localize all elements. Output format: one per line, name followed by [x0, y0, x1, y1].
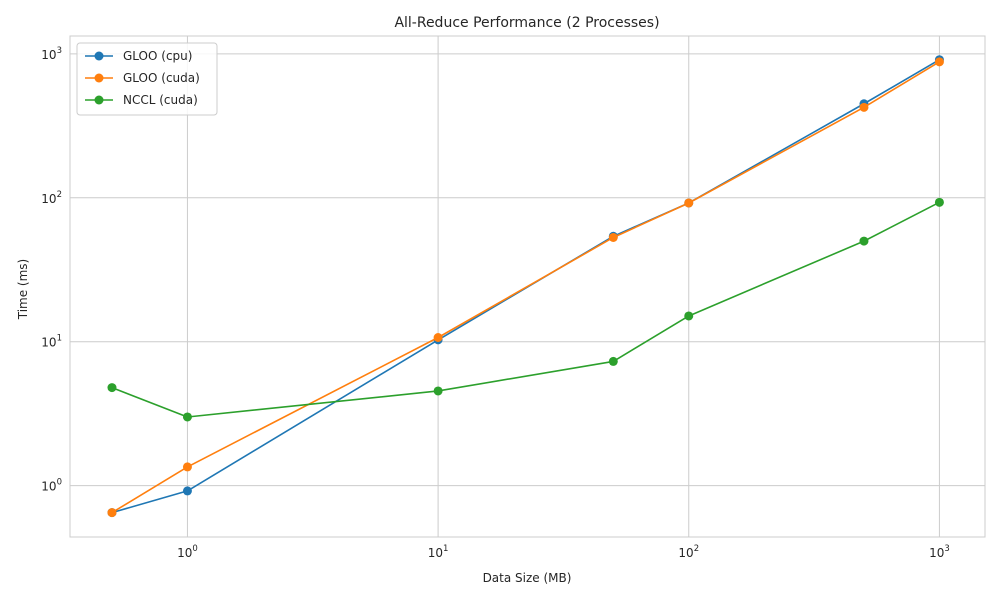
y-tick-label: 100 [41, 478, 62, 494]
series-line-gloo-cuda [111, 61, 940, 514]
data-point-nccl-cuda [684, 311, 694, 321]
series-line-nccl-cuda [111, 201, 940, 418]
legend-swatch-marker [94, 73, 104, 83]
y-tick-label: 103 [41, 46, 62, 62]
data-point-nccl-cuda [859, 236, 869, 246]
data-point-nccl-cuda [608, 356, 618, 366]
data-point-nccl-cuda [107, 383, 117, 393]
legend-label: GLOO (cpu) [123, 49, 192, 63]
x-tick-labels: 100 101 102 103 [177, 544, 950, 560]
data-point-nccl-cuda [934, 197, 944, 207]
series-gloo-cpu [107, 55, 944, 518]
legend-swatch-marker [94, 95, 104, 105]
chart-title: All-Reduce Performance (2 Processes) [394, 15, 659, 31]
x-tick-label: 103 [929, 544, 950, 560]
legend: GLOO (cpu) GLOO (cuda) NCCL (cuda) [76, 42, 218, 116]
y-tick-label: 102 [41, 190, 62, 206]
series-nccl-cuda [107, 197, 944, 422]
legend-swatch-marker [94, 51, 104, 61]
grid [70, 36, 985, 537]
data-point-gloo-cuda [433, 332, 443, 342]
data-point-gloo-cpu [182, 486, 192, 496]
series-layer [107, 55, 944, 518]
legend-item: GLOO (cpu) [85, 49, 192, 63]
y-tick-labels: 100 101 102 103 [41, 46, 62, 494]
series-line-gloo-cpu [111, 59, 940, 514]
data-point-gloo-cuda [859, 102, 869, 112]
legend-item: NCCL (cuda) [85, 93, 198, 107]
x-tick-label: 100 [177, 544, 198, 560]
x-tick-label: 101 [428, 544, 449, 560]
y-tick-label: 101 [41, 334, 62, 350]
data-point-nccl-cuda [433, 386, 443, 396]
legend-label: GLOO (cuda) [123, 71, 200, 85]
series-gloo-cuda [107, 57, 944, 518]
legend-box [76, 42, 218, 116]
data-point-gloo-cuda [182, 462, 192, 472]
data-point-gloo-cuda [107, 508, 117, 518]
legend-item: GLOO (cuda) [85, 71, 200, 85]
x-tick-label: 102 [678, 544, 699, 560]
plot-frame [69, 35, 986, 538]
legend-label: NCCL (cuda) [123, 93, 198, 107]
x-axis-label: Data Size (MB) [483, 571, 572, 585]
data-point-nccl-cuda [182, 412, 192, 422]
data-point-gloo-cuda [934, 57, 944, 67]
y-axis-label: Time (ms) [16, 259, 30, 321]
data-point-gloo-cuda [608, 232, 618, 242]
data-point-gloo-cuda [684, 198, 694, 208]
